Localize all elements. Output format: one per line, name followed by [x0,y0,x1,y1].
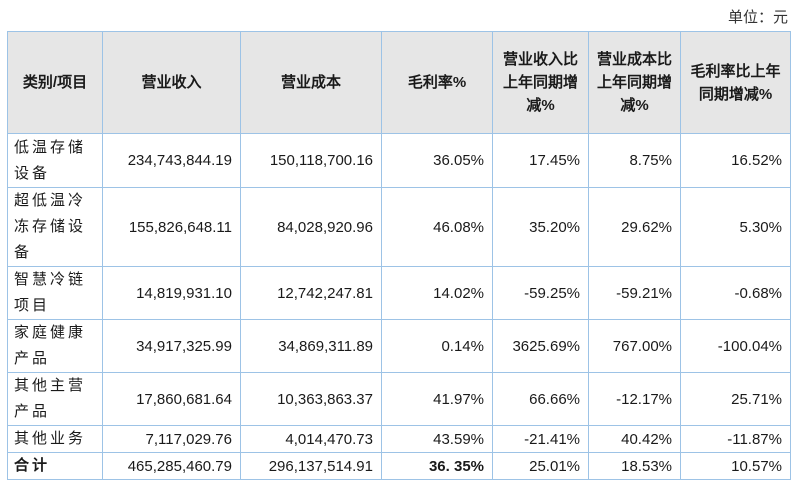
cell-cost-change: 18.53% [588,452,681,480]
cell-rev-change: 35.20% [492,187,589,267]
header-revenue-change: 营业收入比上年同期增减% [492,31,589,134]
header-cost: 营业成本 [240,31,382,134]
cell-revenue: 17,860,681.64 [102,372,241,426]
header-margin: 毛利率% [381,31,493,134]
cell-category: 超低温冷冻存储设备 [7,187,103,267]
header-cost-change: 营业成本比上年同期增减% [588,31,681,134]
cell-margin: 36. 35% [381,452,493,480]
cell-category: 其他业务 [7,425,103,453]
cell-revenue: 34,917,325.99 [102,319,241,373]
cell-revenue: 14,819,931.10 [102,266,241,320]
cell-margin-change: 16.52% [680,133,791,188]
unit-label: 单位：元 [727,9,788,26]
cell-margin-change: -100.04% [680,319,791,373]
cell-cost: 34,869,311.89 [240,319,382,373]
cell-cost: 10,363,863.37 [240,372,382,426]
cell-cost: 150,118,700.16 [240,133,382,188]
cell-margin-change: 25.71% [680,372,791,426]
cell-margin: 14.02% [381,266,493,320]
header-row: 类别/项目 营业收入 营业成本 毛利率% 营业收入比上年同期增减% 营业成本比上… [7,31,791,134]
cell-rev-change: 17.45% [492,133,589,188]
cell-margin-change: 10.57% [680,452,791,480]
cell-category: 合计 [7,452,103,480]
cell-margin: 0.14% [381,319,493,373]
total-row: 合计 465,285,460.79 296,137,514.91 36. 35% 25.… [7,452,791,480]
cell-cost-change: 29.62% [588,187,681,267]
cell-category: 其他主营产品 [7,372,103,426]
cell-category: 智慧冷链项目 [7,266,103,320]
cell-rev-change: -59.25% [492,266,589,320]
header-margin-change: 毛利率比上年同期增减% [680,31,791,134]
cell-margin-change: -0.68% [680,266,791,320]
cell-category: 家庭健康产品 [7,319,103,373]
cell-margin: 36.05% [381,133,493,188]
cell-revenue: 234,743,844.19 [102,133,241,188]
cell-rev-change: 3625.69% [492,319,589,373]
cell-cost-change: -59.21% [588,266,681,320]
cell-cost: 84,028,920.96 [240,187,382,267]
cell-category: 低温存储设备 [7,133,103,188]
header-revenue: 营业收入 [102,31,241,134]
table-row: 超低温冷冻存储设备 155,826,648.11 84,028,920.96 46.0… [7,187,791,267]
table-row: 家庭健康产品 34,917,325.99 34,869,311.89 0.14% 362… [7,319,791,373]
cell-cost-change: 8.75% [588,133,681,188]
cell-cost-change: 767.00% [588,319,681,373]
cell-cost: 12,742,247.81 [240,266,382,320]
cell-rev-change: 66.66% [492,372,589,426]
cell-revenue: 155,826,648.11 [102,187,241,267]
table-row: 智慧冷链项目 14,819,931.10 12,742,247.81 14.02% -5… [7,266,791,320]
cell-rev-change: 25.01% [492,452,589,480]
cell-revenue: 465,285,460.79 [102,452,241,480]
cell-margin-change: 5.30% [680,187,791,267]
cell-margin: 43.59% [381,425,493,453]
table-row: 其他主营产品 17,860,681.64 10,363,863.37 41.97% 66… [7,372,791,426]
cell-revenue: 7,117,029.76 [102,425,241,453]
revenue-table: 类别/项目 营业收入 营业成本 毛利率% 营业收入比上年同期增减% 营业成本比上… [7,31,791,480]
cell-margin: 46.08% [381,187,493,267]
cell-cost: 4,014,470.73 [240,425,382,453]
cell-cost-change: -12.17% [588,372,681,426]
cell-cost: 296,137,514.91 [240,452,382,480]
table-row: 低温存储设备 234,743,844.19 150,118,700.16 36.05%… [7,133,791,188]
cell-cost-change: 40.42% [588,425,681,453]
table-row: 其他业务 7,117,029.76 4,014,470.73 43.59% -21.41… [7,425,791,453]
cell-margin: 41.97% [381,372,493,426]
cell-margin-change: -11.87% [680,425,791,453]
header-category: 类别/项目 [7,31,103,134]
cell-rev-change: -21.41% [492,425,589,453]
